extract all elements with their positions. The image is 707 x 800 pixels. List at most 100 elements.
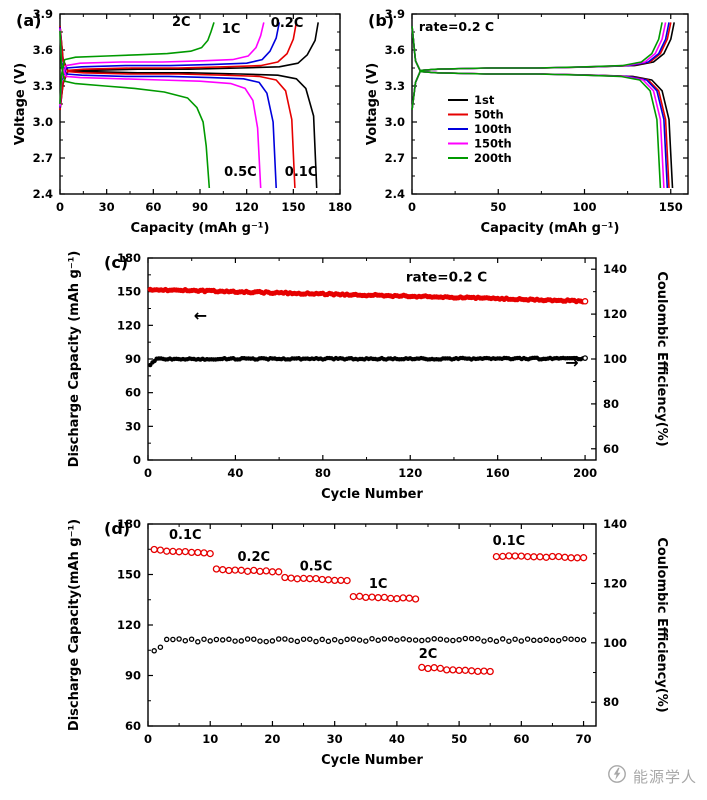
svg-text:120: 120 [603, 307, 627, 321]
svg-text:90: 90 [125, 352, 141, 366]
svg-text:3.0: 3.0 [33, 115, 53, 129]
svg-text:150th: 150th [474, 137, 512, 151]
svg-text:0.1C: 0.1C [169, 528, 202, 543]
svg-text:rate=0.2 C: rate=0.2 C [406, 270, 487, 286]
panel-a-rate-voltage-capacity-chart: 0 30 60 90 120 150 180 2.4 2.7 3.0 3.3 3.6 3.9 Capaci… [8, 4, 352, 240]
svg-text:0: 0 [144, 466, 152, 480]
svg-text:100: 100 [603, 636, 627, 650]
energy-logo-icon [607, 764, 627, 788]
svg-text:150: 150 [659, 200, 683, 214]
svg-text:Cycle Number: Cycle Number [321, 487, 423, 502]
svg-text:30: 30 [125, 419, 141, 433]
svg-text:80: 80 [603, 695, 619, 709]
svg-text:2C: 2C [172, 15, 191, 30]
svg-text:50: 50 [490, 200, 506, 214]
svg-text:Capacity (mAh g⁻¹): Capacity (mAh g⁻¹) [131, 221, 270, 236]
svg-text:60: 60 [125, 719, 141, 733]
svg-text:Discharge Capacity (mAh g⁻¹): Discharge Capacity (mAh g⁻¹) [67, 251, 82, 468]
svg-text:1st: 1st [474, 93, 495, 107]
watermark: 能源学人 [607, 764, 697, 788]
svg-text:80: 80 [315, 466, 331, 480]
svg-text:2C: 2C [419, 647, 438, 662]
svg-text:120: 120 [117, 318, 141, 332]
svg-text:2.7: 2.7 [385, 151, 405, 165]
svg-text:60: 60 [513, 732, 529, 746]
svg-text:180: 180 [328, 200, 352, 214]
svg-text:30: 30 [327, 732, 343, 746]
svg-text:0.1C: 0.1C [493, 534, 526, 549]
svg-text:70: 70 [576, 732, 592, 746]
svg-text:Coulombic Efficiency(%): Coulombic Efficiency(%) [654, 537, 668, 712]
svg-text:180: 180 [117, 517, 141, 531]
svg-text:20: 20 [264, 732, 280, 746]
svg-text:30: 30 [99, 200, 115, 214]
svg-text:90: 90 [125, 669, 141, 683]
svg-text:40: 40 [389, 732, 405, 746]
svg-text:(b): (b) [368, 11, 394, 30]
svg-text:3.6: 3.6 [385, 43, 405, 57]
svg-text:60: 60 [603, 442, 619, 456]
svg-text:100: 100 [572, 200, 596, 214]
svg-text:Voltage (V): Voltage (V) [13, 63, 28, 145]
svg-text:100: 100 [603, 352, 627, 366]
svg-text:3.0: 3.0 [385, 115, 405, 129]
svg-text:3.9: 3.9 [385, 7, 405, 21]
svg-text:0: 0 [56, 200, 64, 214]
svg-text:Coulombic Efficiency(%): Coulombic Efficiency(%) [654, 271, 668, 446]
svg-text:→: → [565, 353, 578, 372]
svg-text:0.2C: 0.2C [238, 550, 271, 565]
svg-text:3.3: 3.3 [33, 79, 53, 93]
svg-text:120: 120 [117, 618, 141, 632]
svg-text:rate=0.2 C: rate=0.2 C [419, 19, 494, 34]
watermark-text: 能源学人 [632, 767, 697, 786]
svg-text:2.4: 2.4 [385, 187, 405, 201]
panel-c-cycling-stability-chart: 0 40 80 120 160 200 0 30 60 90 120 150 180 60 80 100 120… [62, 246, 669, 510]
svg-text:3.3: 3.3 [385, 79, 405, 93]
svg-text:(a): (a) [16, 11, 41, 30]
svg-text:Capacity (mAh g⁻¹): Capacity (mAh g⁻¹) [481, 221, 620, 236]
svg-text:(c): (c) [104, 253, 128, 272]
svg-text:100th: 100th [474, 122, 512, 136]
svg-text:90: 90 [192, 200, 208, 214]
svg-text:1C: 1C [222, 22, 241, 37]
svg-text:2.7: 2.7 [33, 151, 53, 165]
svg-text:0: 0 [144, 732, 152, 746]
svg-text:150: 150 [281, 200, 305, 214]
svg-text:1C: 1C [369, 577, 388, 592]
svg-text:0.1C: 0.1C [285, 165, 318, 180]
svg-text:0: 0 [133, 453, 141, 467]
svg-text:150: 150 [117, 568, 141, 582]
svg-text:60: 60 [125, 386, 141, 400]
svg-text:200: 200 [573, 466, 597, 480]
svg-text:50: 50 [451, 732, 467, 746]
svg-text:180: 180 [117, 251, 141, 265]
svg-text:10: 10 [202, 732, 218, 746]
svg-text:0.2C: 0.2C [271, 16, 304, 31]
svg-text:120: 120 [398, 466, 422, 480]
svg-text:Cycle Number: Cycle Number [321, 753, 423, 768]
svg-text:40: 40 [227, 466, 243, 480]
panel-b-cycles-voltage-capacity-chart: 0 50 100 150 2.4 2.7 3.0 3.3 3.6 3.9 Capacity (mAh… [360, 4, 702, 240]
svg-text:Voltage (V): Voltage (V) [365, 63, 380, 145]
panel-d-rate-capability-chart: 0 10 20 30 40 50 60 70 60 90 120 150 180 80 100 120 140 C… [62, 512, 669, 778]
svg-text:150: 150 [117, 285, 141, 299]
svg-text:0: 0 [408, 200, 416, 214]
svg-text:2.4: 2.4 [33, 187, 53, 201]
svg-text:140: 140 [603, 262, 627, 276]
svg-text:3.6: 3.6 [33, 43, 53, 57]
svg-text:(d): (d) [104, 519, 130, 538]
svg-text:←: ← [194, 306, 207, 325]
svg-text:3.9: 3.9 [33, 7, 53, 21]
svg-text:Discharge Capacity(mAh g⁻¹): Discharge Capacity(mAh g⁻¹) [67, 519, 82, 731]
svg-text:200th: 200th [474, 151, 512, 165]
svg-text:140: 140 [603, 517, 627, 531]
svg-text:120: 120 [603, 576, 627, 590]
svg-text:0.5C: 0.5C [224, 165, 257, 180]
svg-text:60: 60 [145, 200, 161, 214]
svg-text:0.5C: 0.5C [300, 559, 333, 574]
svg-text:120: 120 [235, 200, 259, 214]
svg-text:50th: 50th [474, 108, 504, 122]
svg-text:160: 160 [486, 466, 510, 480]
svg-text:80: 80 [603, 397, 619, 411]
